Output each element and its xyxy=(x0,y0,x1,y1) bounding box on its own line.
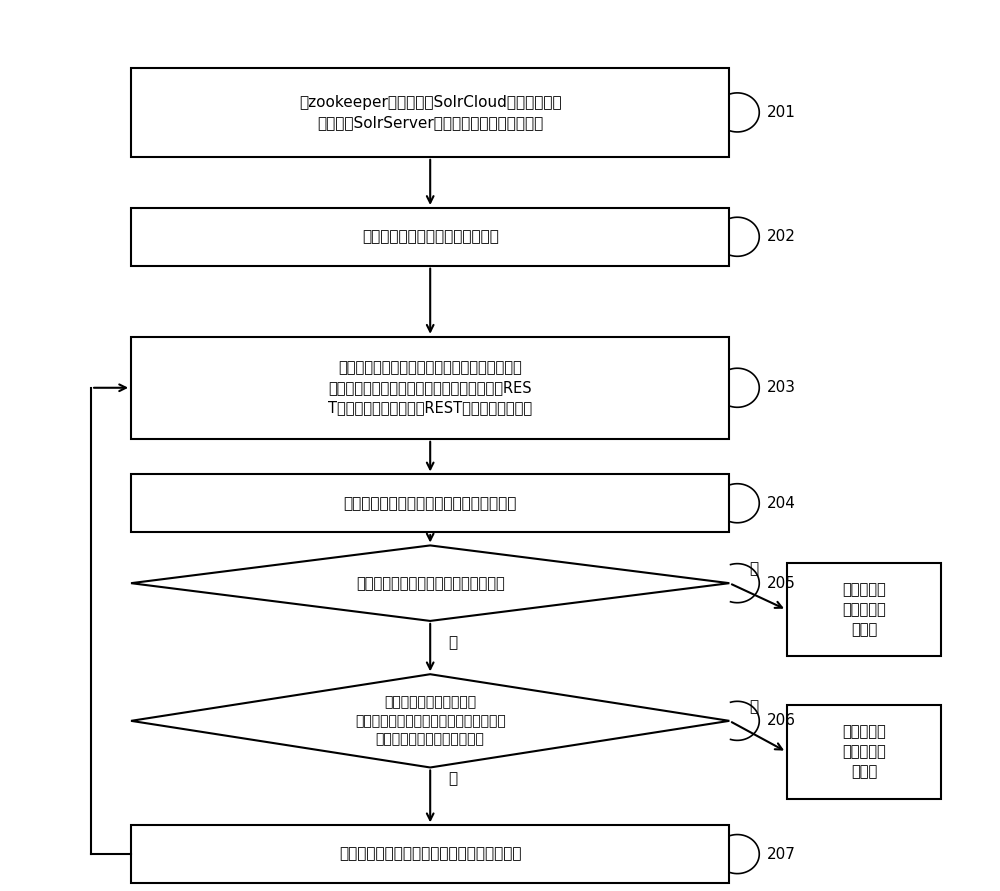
Text: 向当前选取的节点标识对应的第一可用节点发送
第一请求，请求调用第一可用节点提供的第一RES
T接口，以通过所述第一REST接口创建一新的域: 向当前选取的节点标识对应的第一可用节点发送 第一请求，请求调用第一可用节点提供的… xyxy=(328,361,532,415)
FancyBboxPatch shape xyxy=(131,208,729,266)
Text: 显示用于表
示创建成功
的信息: 显示用于表 示创建成功 的信息 xyxy=(842,583,886,637)
Text: 从第一列表中选取一个未被选取过的节点标识: 从第一列表中选取一个未被选取过的节点标识 xyxy=(339,846,521,862)
Text: 从所述第一列表中选取一节点标识: 从所述第一列表中选取一节点标识 xyxy=(362,229,499,244)
Text: 否: 否 xyxy=(448,635,457,650)
Text: 205: 205 xyxy=(767,576,796,591)
FancyBboxPatch shape xyxy=(131,68,729,157)
Text: 207: 207 xyxy=(767,846,796,862)
Polygon shape xyxy=(131,674,729,767)
FancyBboxPatch shape xyxy=(787,706,941,798)
Text: 203: 203 xyxy=(767,380,796,396)
Text: 是: 是 xyxy=(448,771,457,786)
FancyBboxPatch shape xyxy=(131,337,729,439)
Text: 201: 201 xyxy=(767,105,796,120)
Text: 判断第一创建状态是否表明成功创建域: 判断第一创建状态是否表明成功创建域 xyxy=(356,576,505,591)
FancyBboxPatch shape xyxy=(131,474,729,532)
FancyBboxPatch shape xyxy=(787,563,941,657)
FancyBboxPatch shape xyxy=(131,825,729,883)
Text: 显示用于表
示创建失败
的信息: 显示用于表 示创建失败 的信息 xyxy=(842,724,886,780)
Text: 204: 204 xyxy=(767,495,796,511)
Text: 是: 是 xyxy=(749,561,758,576)
Text: 从zookeeper集群中获取SolrCloud集群中当前全
部可用的SolrServer节点的标识，组成第一列表: 从zookeeper集群中获取SolrCloud集群中当前全 部可用的SolrS… xyxy=(299,95,562,130)
Text: 当未成功创建域的原因是
第一可用节点导致的，则判断第一列表中
是否有未被选取过的节点标识: 当未成功创建域的原因是 第一可用节点导致的，则判断第一列表中 是否有未被选取过的… xyxy=(355,696,506,747)
Text: 202: 202 xyxy=(767,229,796,244)
Polygon shape xyxy=(131,545,729,621)
Text: 获取所述第一可用节点返回的第一创建状态: 获取所述第一可用节点返回的第一创建状态 xyxy=(344,495,517,511)
Text: 206: 206 xyxy=(767,714,796,728)
Text: 否: 否 xyxy=(749,699,758,714)
